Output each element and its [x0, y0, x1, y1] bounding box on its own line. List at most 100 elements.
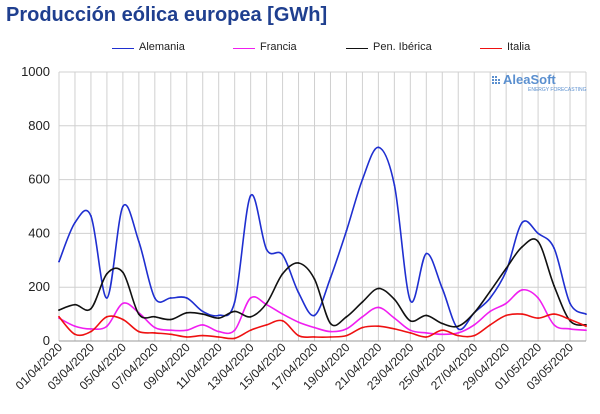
data-point-italia — [106, 315, 108, 318]
data-point-pen-iberica — [489, 290, 492, 293]
data-point-italia — [361, 326, 364, 329]
data-point-italia — [58, 315, 60, 318]
data-point-francia — [505, 302, 508, 305]
data-point-italia — [585, 325, 587, 328]
data-point-alemania — [345, 229, 348, 232]
data-point-pen-iberica — [233, 310, 236, 313]
legend-label-italia: Italia — [507, 41, 531, 53]
data-point-alemania — [90, 215, 92, 217]
data-point-pen-iberica — [377, 287, 380, 290]
data-point-francia — [537, 297, 539, 299]
data-point-francia — [313, 326, 316, 329]
data-point-italia — [233, 337, 236, 340]
y-tick-label: 1000 — [21, 64, 50, 79]
data-point-francia — [585, 329, 587, 332]
data-point-francia — [217, 330, 220, 333]
data-point-alemania — [457, 327, 460, 330]
data-point-pen-iberica — [90, 307, 92, 310]
data-point-pen-iberica — [58, 309, 60, 311]
data-point-italia — [457, 334, 460, 337]
data-point-pen-iberica — [409, 319, 412, 322]
data-point-alemania — [121, 205, 124, 208]
data-point-pen-iberica — [505, 267, 508, 270]
chart-title: Producción eólica europea [GWh] — [6, 4, 328, 26]
data-point-francia — [185, 329, 188, 332]
data-point-francia — [441, 333, 444, 336]
data-point-italia — [265, 323, 268, 326]
data-point-francia — [74, 325, 76, 328]
data-point-pen-iberica — [473, 311, 476, 314]
data-point-francia — [489, 310, 492, 313]
data-point-alemania — [329, 276, 332, 279]
data-point-alemania — [265, 248, 268, 251]
data-point-francia — [329, 330, 332, 333]
data-point-alemania — [537, 232, 539, 235]
data-point-italia — [345, 334, 348, 337]
data-point-francia — [297, 321, 300, 324]
data-point-italia — [473, 334, 476, 337]
data-point-alemania — [393, 184, 396, 186]
legend-swatch-italia — [480, 48, 502, 49]
data-point-italia — [297, 334, 300, 337]
data-point-francia — [153, 326, 156, 329]
x-axis-ticks: 01/04/202003/04/202005/04/202007/04/2020… — [13, 340, 577, 393]
data-point-italia — [409, 332, 412, 334]
data-point-pen-iberica — [137, 313, 140, 315]
legend-swatch-pen-iberica — [346, 48, 368, 49]
data-point-francia — [425, 332, 428, 334]
data-point-alemania — [233, 301, 236, 303]
data-point-pen-iberica — [121, 271, 124, 274]
data-point-pen-iberica — [537, 240, 539, 243]
aleasoft-logo: AleaSoft ENERGY FORECASTING — [492, 72, 587, 93]
data-point-italia — [329, 336, 332, 338]
data-point-pen-iberica — [393, 298, 396, 301]
data-point-alemania — [361, 178, 364, 181]
data-point-italia — [217, 336, 220, 338]
legend-label-pen-iberica: Pen. Ibérica — [373, 41, 432, 53]
data-point-pen-iberica — [106, 272, 108, 275]
data-point-alemania — [377, 146, 380, 149]
series-line-francia — [58, 288, 587, 336]
data-point-pen-iberica — [361, 301, 364, 303]
data-point-alemania — [249, 194, 252, 197]
data-point-italia — [377, 325, 380, 328]
series-lines — [58, 146, 587, 340]
data-point-alemania — [217, 314, 220, 317]
data-point-alemania — [425, 252, 428, 255]
data-point-italia — [425, 336, 428, 338]
data-point-italia — [441, 329, 444, 332]
data-point-francia — [521, 288, 524, 291]
data-point-alemania — [58, 260, 60, 263]
data-point-alemania — [521, 221, 524, 224]
y-tick-label: 0 — [43, 333, 50, 348]
data-point-pen-iberica — [329, 322, 332, 325]
data-point-italia — [121, 318, 124, 321]
data-point-francia — [169, 329, 172, 332]
data-point-francia — [121, 302, 124, 305]
data-point-pen-iberica — [201, 313, 204, 315]
data-point-alemania — [409, 299, 412, 302]
data-point-francia — [201, 323, 204, 326]
data-point-italia — [489, 323, 492, 326]
data-point-italia — [281, 319, 284, 322]
data-point-alemania — [185, 297, 188, 299]
series-line-pen-iberica — [58, 238, 587, 328]
data-point-pen-iberica — [313, 278, 316, 281]
data-point-italia — [137, 330, 140, 333]
data-point-francia — [106, 325, 108, 328]
data-point-alemania — [74, 221, 76, 224]
data-point-alemania — [441, 287, 444, 290]
data-point-italia — [569, 318, 571, 321]
data-point-alemania — [585, 313, 587, 315]
data-point-pen-iberica — [521, 245, 524, 248]
data-point-alemania — [313, 314, 316, 317]
data-point-pen-iberica — [74, 303, 76, 306]
data-point-francia — [233, 329, 236, 332]
data-point-pen-iberica — [457, 325, 460, 328]
data-point-francia — [345, 327, 348, 330]
data-point-pen-iberica — [553, 284, 555, 287]
data-point-pen-iberica — [345, 315, 348, 318]
data-point-pen-iberica — [425, 314, 428, 317]
data-point-alemania — [281, 254, 284, 256]
data-point-italia — [153, 332, 156, 334]
